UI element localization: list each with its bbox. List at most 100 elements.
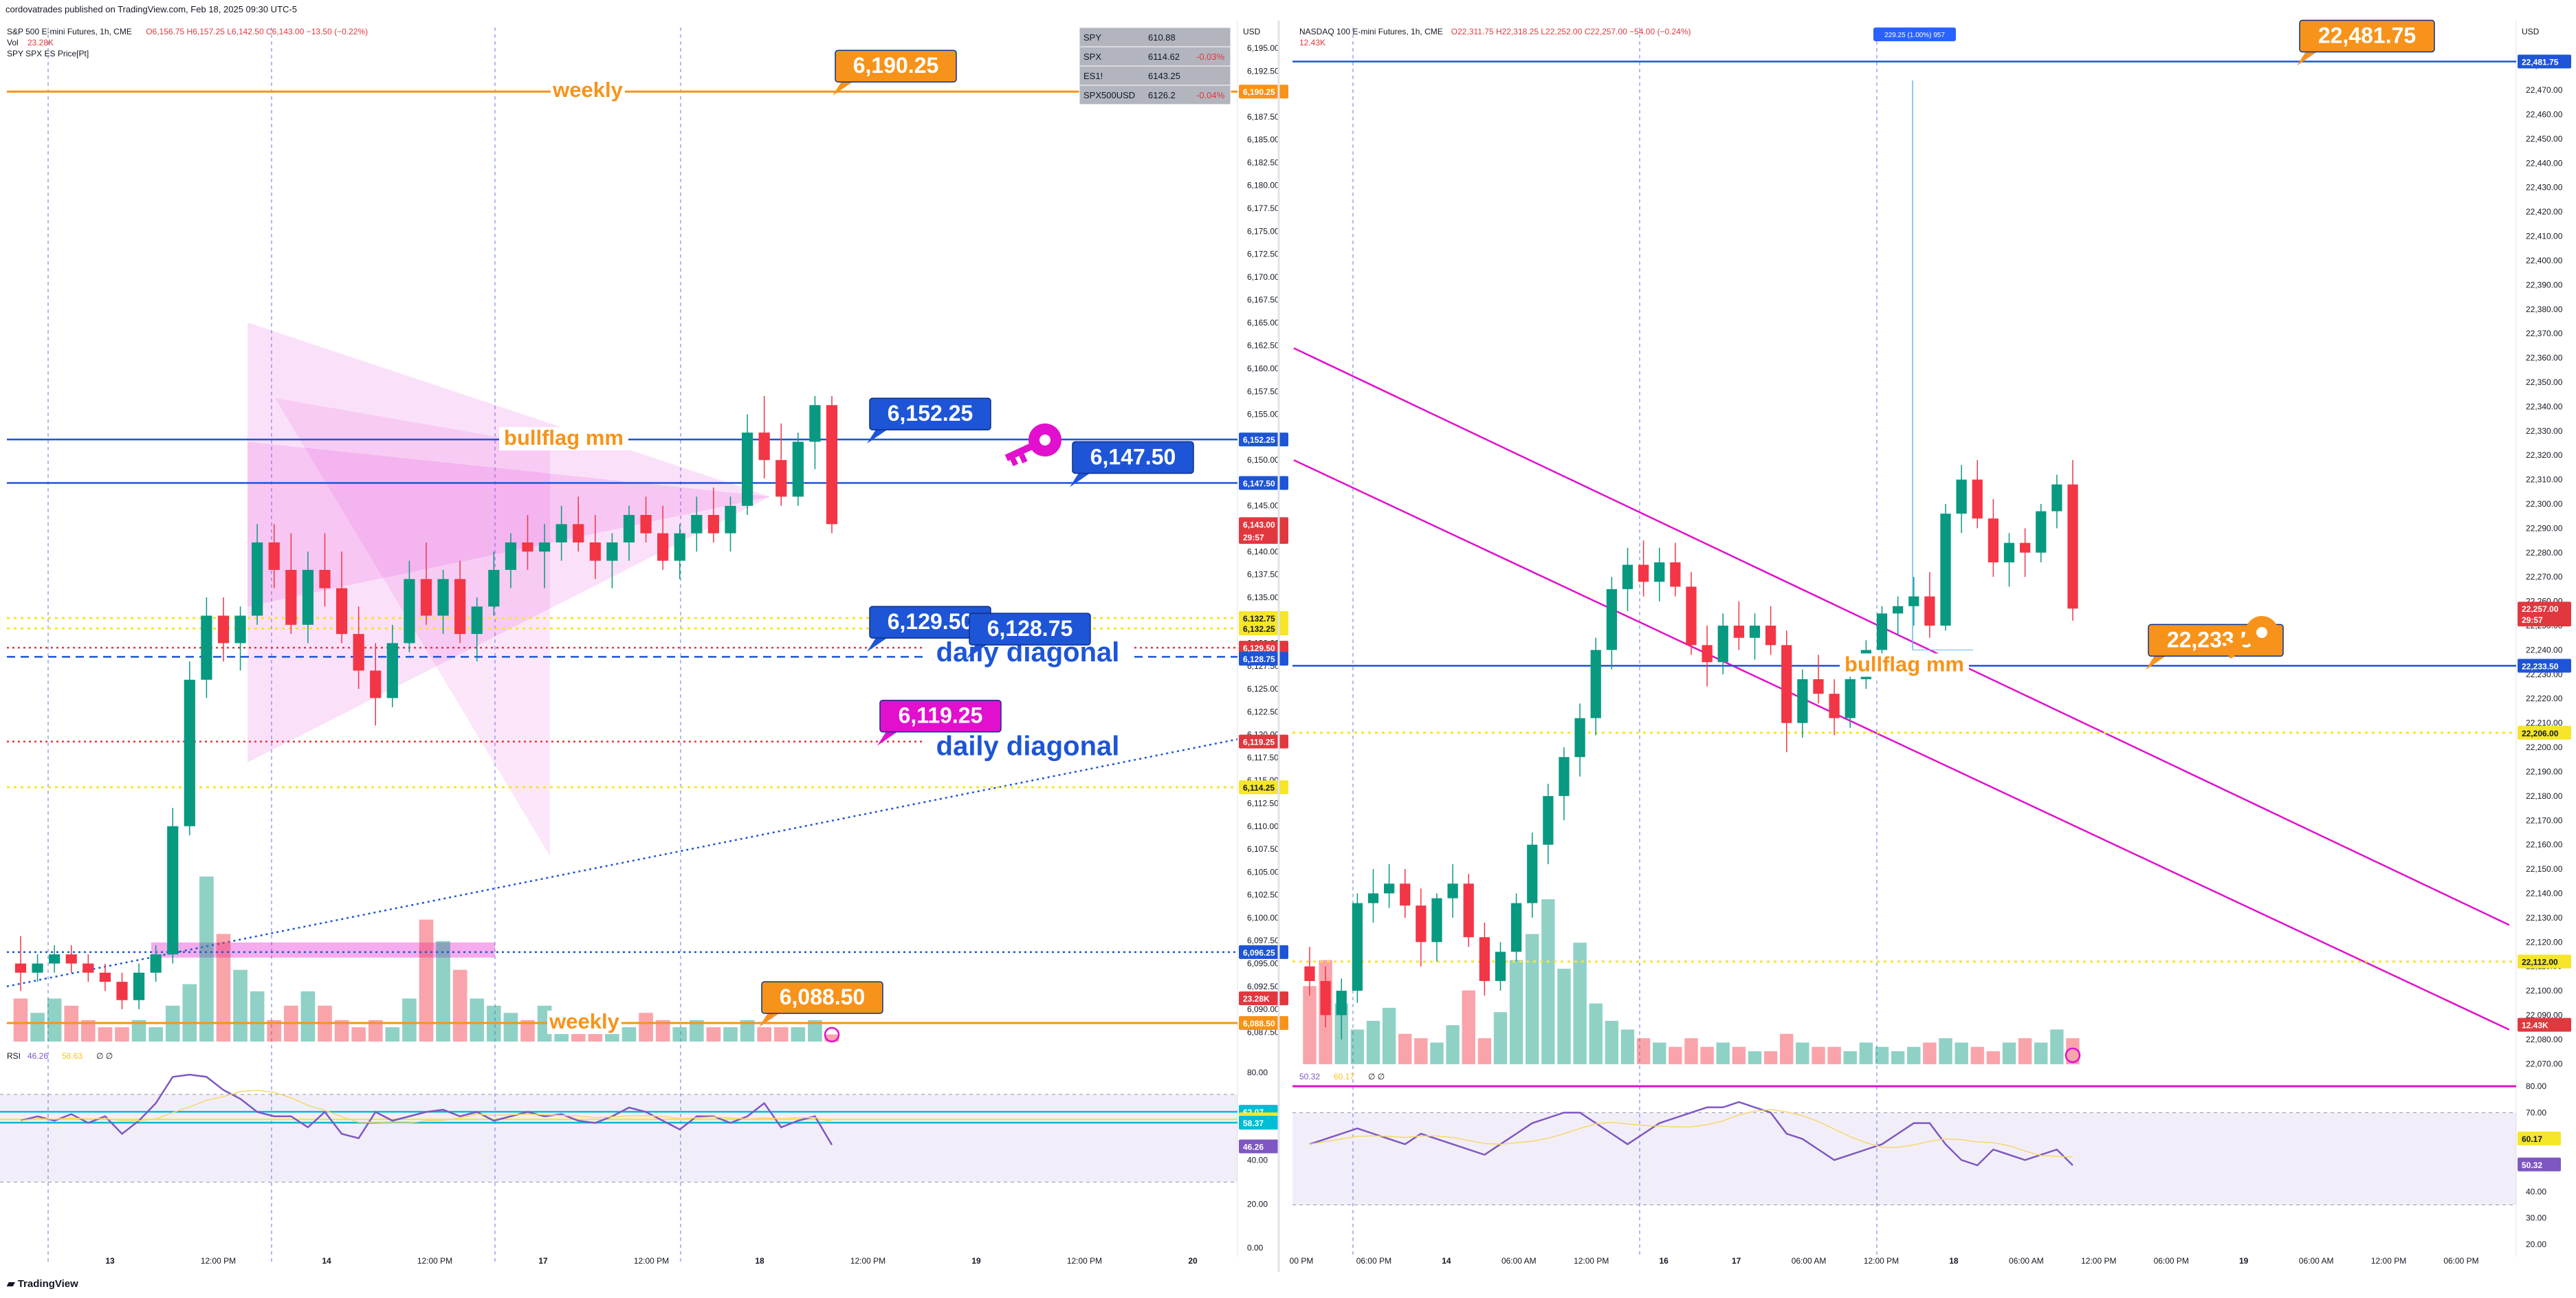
candle-body <box>1383 883 1395 894</box>
candle-body <box>606 542 618 561</box>
price-tick-label: 6,112.50 <box>1247 798 1279 808</box>
currency-label: USD <box>1243 27 1261 36</box>
candle-body <box>353 634 364 671</box>
candle-body <box>1638 564 1649 582</box>
callout-pointer <box>867 637 889 652</box>
time-tick-label: 16 <box>1660 1256 1669 1266</box>
candle-body <box>1924 596 1935 626</box>
time-tick-label: 06:00 AM <box>2009 1256 2044 1266</box>
rsi-value: 58.63 <box>62 1051 82 1061</box>
volume-bar <box>470 998 485 1042</box>
price-tick-label: 6,145.00 <box>1247 501 1279 511</box>
candle-body <box>184 679 195 826</box>
volume-bar <box>1796 1042 1809 1064</box>
watchlist-value: 610.88 <box>1148 32 1176 43</box>
drawing-label: weekly <box>549 1009 619 1033</box>
volume-bar <box>757 1027 771 1042</box>
time-tick-label: 06:00 PM <box>2154 1256 2189 1266</box>
price-axis-tag-text: 6,147.50 <box>1243 478 1275 488</box>
price-axis-tag-text: 22,481.75 <box>2522 58 2559 67</box>
watchlist-value: 6143.25 <box>1148 71 1180 81</box>
price-tick-label: 22,080.00 <box>2526 1035 2563 1044</box>
volume-bar <box>419 919 434 1042</box>
price-tick-label: 22,430.00 <box>2526 183 2563 192</box>
volume-bar <box>1780 1033 1794 1064</box>
candle-body <box>116 982 128 1000</box>
volume-bar <box>98 1027 113 1042</box>
price-tick-label: 22,180.00 <box>2526 791 2563 801</box>
price-tick-label: 22,380.00 <box>2526 305 2563 314</box>
price-tick-label: 6,122.50 <box>1247 707 1279 716</box>
callout-box <box>835 50 957 82</box>
callout-box <box>1072 441 1194 474</box>
drawing-label-bg <box>499 427 628 451</box>
price-tick-label: 6,185.00 <box>1247 135 1279 144</box>
volume-bar <box>1526 934 1539 1064</box>
price-tick-label: 22,470.00 <box>2526 85 2563 95</box>
watchlist-value: 6114.62 <box>1148 52 1180 62</box>
es-panel: S&P 500 E-mini Futures, 1h, CME O6,156.75… <box>0 21 1288 1266</box>
candle-body <box>1940 514 1951 626</box>
candle-body <box>1956 479 1967 514</box>
callout-text: 22,481.75 <box>2318 23 2416 48</box>
volume-bar <box>1859 1042 1873 1064</box>
rsi-tick-label: 40.00 <box>2526 1187 2546 1196</box>
candle-body <box>454 579 466 635</box>
volume-bar <box>402 998 417 1042</box>
volume-bar <box>1716 1042 1730 1064</box>
price-tick-label: 22,100.00 <box>2526 986 2563 996</box>
price-tick-label: 22,130.00 <box>2526 913 2563 923</box>
volume-bar <box>1509 960 1523 1064</box>
key-icon-tooth <box>1010 457 1019 467</box>
candle-body <box>1908 596 1919 606</box>
callout-pointer <box>759 1012 781 1028</box>
candle-body <box>1304 966 1315 981</box>
drawing-label: weekly <box>552 78 623 102</box>
volume-label: Vol <box>7 38 19 47</box>
price-tick-label: 22,240.00 <box>2526 645 2563 654</box>
time-tick-label: 12:00 PM <box>417 1256 452 1266</box>
currency-label: USD <box>2522 27 2540 36</box>
symbol-line: NASDAQ 100 E-mini Futures, 1h, CME <box>1299 27 1443 36</box>
rsi-axis-tag-text: 46.26 <box>1243 1143 1264 1152</box>
price-axis-tag-text: 6,114.25 <box>1243 783 1275 793</box>
key-icon-tooth <box>1019 453 1028 464</box>
alert-icon <box>824 1026 840 1043</box>
candle-body <box>826 405 838 525</box>
price-tick-label: 6,165.00 <box>1247 318 1279 327</box>
price-tick-label: 6,182.50 <box>1247 157 1279 167</box>
volume-bar <box>621 1027 637 1042</box>
price-axis-tag-text: 6,132.75 <box>1243 614 1275 624</box>
key-icon <box>1004 424 1061 467</box>
rsi-tick-label: 30.00 <box>2526 1213 2546 1223</box>
volume-bar <box>131 1020 146 1042</box>
rsi-band <box>1292 1112 2516 1205</box>
rsi-band <box>0 1094 1237 1182</box>
rsi-settings-icon: ∅ ∅ <box>1368 1072 1385 1081</box>
price-axis-tag <box>2518 54 2571 69</box>
callout-pointer <box>2146 654 2168 670</box>
candle-body <box>471 606 483 635</box>
candle-body <box>1781 645 1792 723</box>
price-tick-label: 22,320.00 <box>2526 450 2563 460</box>
price-axis-tag-text: 6,132.25 <box>1243 624 1275 634</box>
price-tick-label: 22,440.00 <box>2526 158 2563 168</box>
price-tick-label: 22,170.00 <box>2526 815 2563 825</box>
price-tick-label: 6,180.00 <box>1247 181 1279 190</box>
price-axis-tag <box>2518 602 2571 616</box>
price-tick-label: 6,135.00 <box>1247 593 1279 602</box>
time-tick-label: 06:00 PM <box>2443 1256 2478 1266</box>
time-tick-label: 12:00 PM <box>1864 1256 1899 1266</box>
price-tick-label: 22,220.00 <box>2526 694 2563 703</box>
drawing-label: daily diagonal <box>936 732 1120 762</box>
time-tick-label: 12:00 PM <box>1574 1256 1609 1266</box>
price-tick-label: 6,107.50 <box>1247 844 1279 854</box>
price-axis-tag-text: 23.28K <box>1243 994 1270 1004</box>
volume-bar <box>1382 1007 1396 1064</box>
price-tick-label: 6,125.00 <box>1247 684 1279 694</box>
volume-bar <box>47 998 62 1042</box>
candle-body <box>1972 479 1983 519</box>
price-axis-tag <box>1239 991 1288 1006</box>
time-tick-label: 06:00 AM <box>1501 1256 1537 1266</box>
